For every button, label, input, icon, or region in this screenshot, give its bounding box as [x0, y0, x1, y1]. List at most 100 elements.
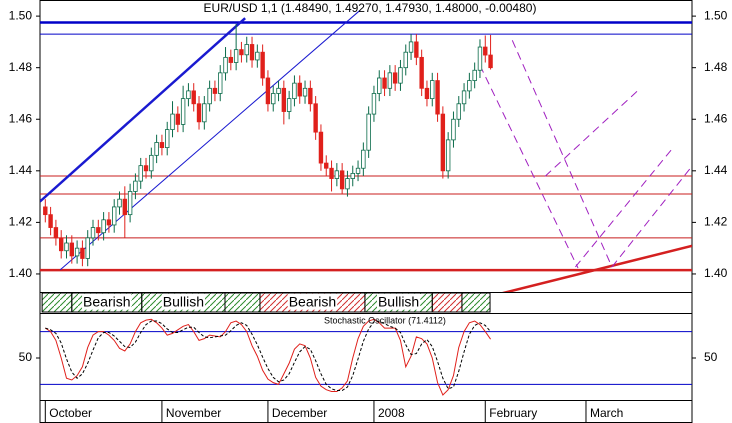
y-tick-label: 1.46 — [9, 111, 33, 125]
candle-body — [85, 237, 90, 259]
y-tick-label-right: 1.40 — [704, 266, 728, 280]
candle-body — [334, 170, 340, 179]
candle-body — [313, 103, 318, 133]
y-tick-label: 50 — [19, 350, 33, 364]
oscillator-title: Stochastic Oscillator (71.4112) — [324, 315, 446, 325]
regime-band — [224, 292, 261, 313]
candle-body — [324, 162, 329, 169]
candle-body — [472, 69, 477, 81]
candle-body — [212, 87, 218, 94]
y-tick-label-right: 1.48 — [704, 60, 728, 74]
candle-body — [112, 206, 117, 226]
candle-body — [477, 46, 483, 71]
trend-line — [544, 88, 641, 177]
candle-body — [371, 93, 377, 115]
candle-body — [122, 198, 128, 216]
candle-body — [456, 103, 461, 120]
candle-body — [117, 198, 122, 208]
x-tick-label: October — [49, 406, 92, 420]
candle-body — [255, 51, 260, 61]
candle-body — [318, 131, 324, 164]
axes: 1.40 1.40 1.42 1.42 1.44 1.44 1.46 1.46 1.48 1.48… — [9, 8, 728, 423]
candle-body — [133, 180, 138, 192]
trend-line — [502, 244, 692, 292]
candle-body — [143, 165, 149, 172]
candle-body — [435, 80, 440, 115]
trend-line — [511, 40, 613, 268]
candle-body — [101, 219, 106, 234]
candle-body — [159, 142, 165, 149]
regime-label-bg — [161, 293, 206, 310]
candle-body — [228, 56, 234, 63]
trend-line — [40, 17, 246, 203]
candle-body — [398, 67, 403, 84]
candle-body — [218, 72, 223, 94]
regime-band — [431, 292, 463, 313]
y-tick-label: 1.50 — [9, 8, 33, 22]
candle-body — [202, 103, 207, 123]
candle-body — [392, 72, 398, 84]
candle-body — [180, 98, 186, 125]
candle-body — [292, 82, 297, 100]
candle-body — [488, 54, 493, 69]
candle-body — [48, 214, 53, 228]
y-tick-label: 1.48 — [9, 60, 33, 74]
price-plot — [40, 9, 692, 292]
candle-body — [138, 165, 143, 182]
x-tick-label: March — [590, 406, 623, 420]
trend-line — [59, 9, 361, 271]
y-tick-label-right: 1.50 — [704, 8, 728, 22]
candle-body — [191, 90, 196, 105]
candle-body — [419, 56, 424, 89]
regime-band — [461, 292, 491, 313]
y-tick-label: 1.44 — [9, 163, 33, 177]
candle-body — [64, 242, 69, 252]
regime-label-bg — [82, 293, 132, 310]
candle-body — [170, 113, 175, 130]
candle-body — [265, 77, 271, 105]
candle-body — [345, 178, 350, 190]
candle-body — [461, 90, 467, 105]
oscillator-line — [45, 320, 491, 392]
candle-body — [260, 51, 265, 79]
candle-body — [377, 77, 382, 94]
regime-label: Bearish — [83, 294, 130, 310]
candle-body — [308, 87, 313, 105]
candle-body — [59, 237, 64, 252]
candle-body — [483, 46, 488, 56]
regime-label: Bullish — [163, 294, 204, 310]
chart-title: EUR/USD 1,1 (1.48490, 1.49270, 1.47930, … — [204, 1, 537, 15]
candle-body — [281, 87, 287, 112]
candle-body — [233, 49, 239, 63]
x-tick-label: December — [272, 406, 327, 420]
candle-body — [276, 87, 281, 94]
candle-body — [175, 113, 181, 125]
candle-body — [223, 56, 228, 74]
candle-body — [350, 172, 355, 179]
regime-label-bg — [376, 293, 421, 310]
y-tick-label-right: 1.42 — [704, 215, 728, 229]
candle-body — [440, 113, 446, 172]
candle-body — [96, 227, 101, 234]
candle-body — [249, 44, 255, 61]
regime-label: Bearish — [289, 294, 336, 310]
oscillator-line — [45, 318, 491, 396]
candle-body — [451, 118, 456, 141]
candle-body — [69, 242, 75, 257]
candle-body — [53, 227, 59, 239]
candle-body — [149, 154, 154, 172]
candle-body — [90, 227, 96, 239]
candle-body — [424, 87, 430, 100]
y-tick-label-right: 1.44 — [704, 163, 728, 177]
x-tick-label: February — [489, 406, 537, 420]
candle-body — [196, 103, 202, 123]
candle-body — [127, 191, 133, 216]
candle-body — [271, 93, 276, 105]
trend-line — [611, 165, 692, 268]
candle-body — [239, 49, 244, 56]
oscillator-plot — [40, 318, 692, 396]
candle-body — [414, 41, 419, 58]
y-tick-label: 1.42 — [9, 215, 33, 229]
